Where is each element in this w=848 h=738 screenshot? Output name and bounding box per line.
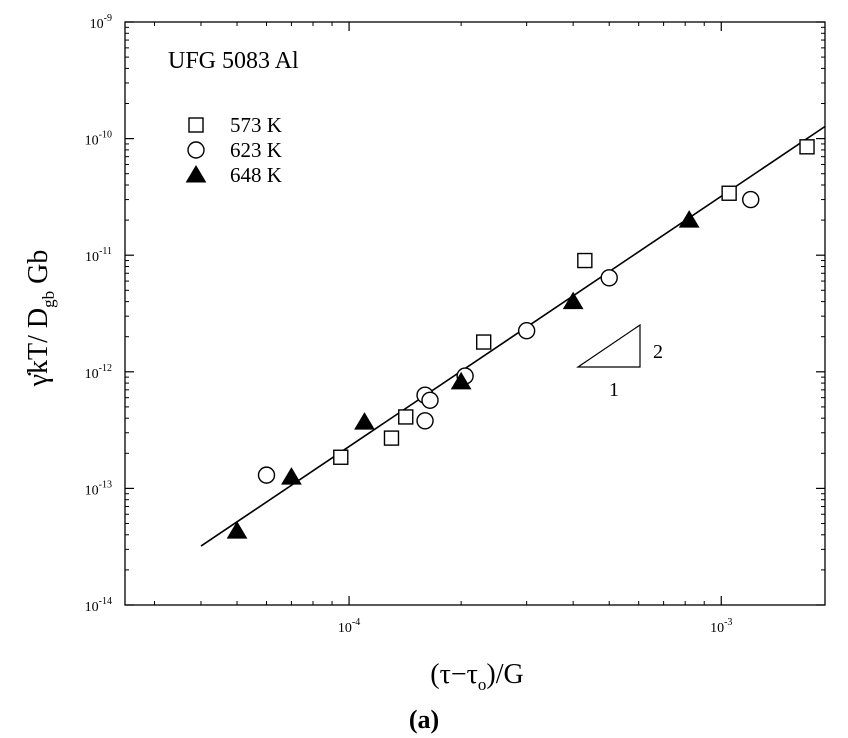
- data-point-series-2: [421, 391, 439, 409]
- fit-line: [200, 125, 826, 547]
- legend-label-3: 648 K: [230, 163, 282, 187]
- y-tick-label-exp: -11: [99, 246, 112, 257]
- data-point-series-1: [577, 252, 593, 269]
- slope-triangle-shape: [576, 323, 641, 368]
- x-axis-title-sub: o: [478, 675, 487, 694]
- data-point-series-2: [742, 190, 760, 209]
- x-axis-title-pre: (τ−τ: [430, 659, 478, 690]
- y-axis-title-pre: γ̇kT/ D: [23, 308, 54, 387]
- data-point-series-1: [333, 449, 349, 465]
- y-tick-label-base: 10: [85, 134, 99, 149]
- legend-marker-2: [187, 141, 205, 159]
- legend-label-1: 573 K: [230, 113, 282, 137]
- figure-caption: (a): [409, 705, 439, 734]
- x-tick-label: 10-3: [710, 617, 732, 636]
- y-tick-label: 10-11: [85, 246, 112, 265]
- legend-marker-1: [188, 117, 204, 133]
- y-tick-label: 10-12: [85, 363, 112, 382]
- y-tick-label-exp: -9: [104, 13, 112, 24]
- y-tick-label: 10-13: [85, 479, 112, 498]
- y-tick-label-base: 10: [85, 600, 99, 615]
- slope-run-label: 1: [609, 379, 619, 401]
- y-tick-label-base: 10: [85, 367, 99, 382]
- x-tick-label: 10-4: [338, 617, 360, 636]
- data-point-series-1: [398, 409, 414, 425]
- data-point-series-1: [721, 185, 737, 201]
- y-tick-label-exp: -10: [99, 130, 112, 141]
- data-point-series-3: [678, 210, 700, 228]
- data-point-series-2: [257, 466, 276, 484]
- x-axis-title: (τ−τo)/G: [430, 659, 523, 694]
- data-point-series-3: [562, 291, 584, 310]
- x-tick-label-base: 10: [338, 621, 352, 636]
- y-axis-title: γ̇kT/ Dgb Gb: [23, 250, 58, 388]
- fit-line-group: [200, 125, 826, 547]
- y-tick-label-base: 10: [90, 17, 104, 32]
- y-axis-title-sub: gb: [39, 291, 58, 308]
- legend-label-2: 623 K: [230, 138, 282, 162]
- x-tick-label-base: 10: [710, 621, 724, 636]
- slope-rise-label: 2: [653, 341, 663, 363]
- y-tick-label-exp: -13: [99, 479, 112, 490]
- y-tick-label-base: 10: [85, 250, 99, 265]
- panel-title: UFG 5083 Al: [168, 48, 299, 74]
- data-points: [226, 139, 815, 539]
- y-tick-label: 10-14: [85, 596, 112, 615]
- data-point-series-3: [281, 467, 302, 485]
- data-point-series-1: [799, 139, 815, 155]
- x-axis-title-post: )/G: [486, 659, 523, 690]
- y-tick-label-exp: -12: [99, 363, 112, 374]
- data-point-series-3: [450, 371, 472, 390]
- plot-frame: [124, 21, 826, 606]
- y-tick-label: 10-10: [85, 130, 112, 149]
- y-tick-label: 10-9: [90, 13, 112, 32]
- data-point-series-2: [600, 269, 618, 287]
- data-point-series-3: [226, 521, 248, 539]
- slope-triangle: 2 1: [576, 323, 663, 401]
- data-point-series-3: [354, 412, 375, 430]
- legend-marker-3: [185, 165, 207, 183]
- y-tick-label-exp: -14: [99, 596, 112, 607]
- y-axis-title-post: Gb: [23, 250, 54, 291]
- data-point-series-2: [416, 412, 434, 430]
- data-point-series-2: [517, 322, 536, 340]
- x-tick-label-exp: -3: [724, 617, 732, 628]
- data-point-series-1: [476, 334, 492, 350]
- data-point-series-1: [383, 430, 400, 446]
- y-tick-label-base: 10: [85, 483, 99, 498]
- x-tick-label-exp: -4: [352, 617, 360, 628]
